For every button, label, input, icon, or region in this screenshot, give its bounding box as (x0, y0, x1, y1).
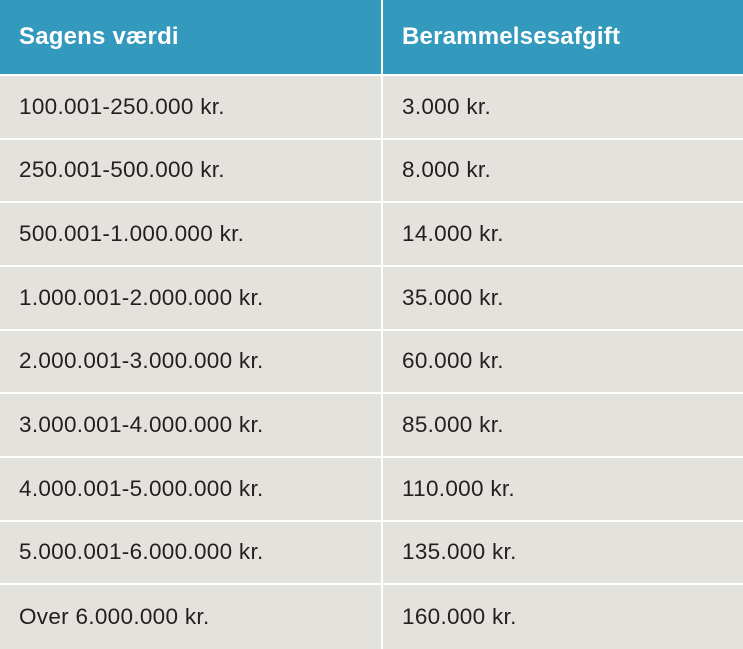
case-value-cell: 250.001-500.000 kr. (0, 139, 383, 204)
fee-cell: 135.000 kr. (383, 521, 743, 586)
case-value-cell: 4.000.001-5.000.000 kr. (0, 457, 383, 522)
case-value-cell: 2.000.001-3.000.000 kr. (0, 330, 383, 395)
fee-cell: 3.000 kr. (383, 76, 743, 140)
fee-cell: 35.000 kr. (383, 266, 743, 331)
case-value-cell: 500.001-1.000.000 kr. (0, 203, 383, 267)
case-value-cell: 5.000.001-6.000.000 kr. (0, 521, 383, 586)
case-value-cell: 3.000.001-4.000.000 kr. (0, 394, 383, 458)
fee-cell: 60.000 kr. (383, 330, 743, 395)
fee-cell: 160.000 kr. (383, 585, 743, 649)
fee-cell: 85.000 kr. (383, 394, 743, 458)
column-header-scheduling-fee: Berammelsesafgift (383, 0, 743, 76)
fee-cell: 8.000 kr. (383, 139, 743, 204)
case-value-cell: Over 6.000.000 kr. (0, 585, 383, 649)
case-value-cell: 100.001-250.000 kr. (0, 76, 383, 140)
fee-cell: 14.000 kr. (383, 203, 743, 267)
column-header-case-value: Sagens værdi (0, 0, 383, 76)
fee-cell: 110.000 kr. (383, 457, 743, 522)
case-value-cell: 1.000.001-2.000.000 kr. (0, 266, 383, 331)
